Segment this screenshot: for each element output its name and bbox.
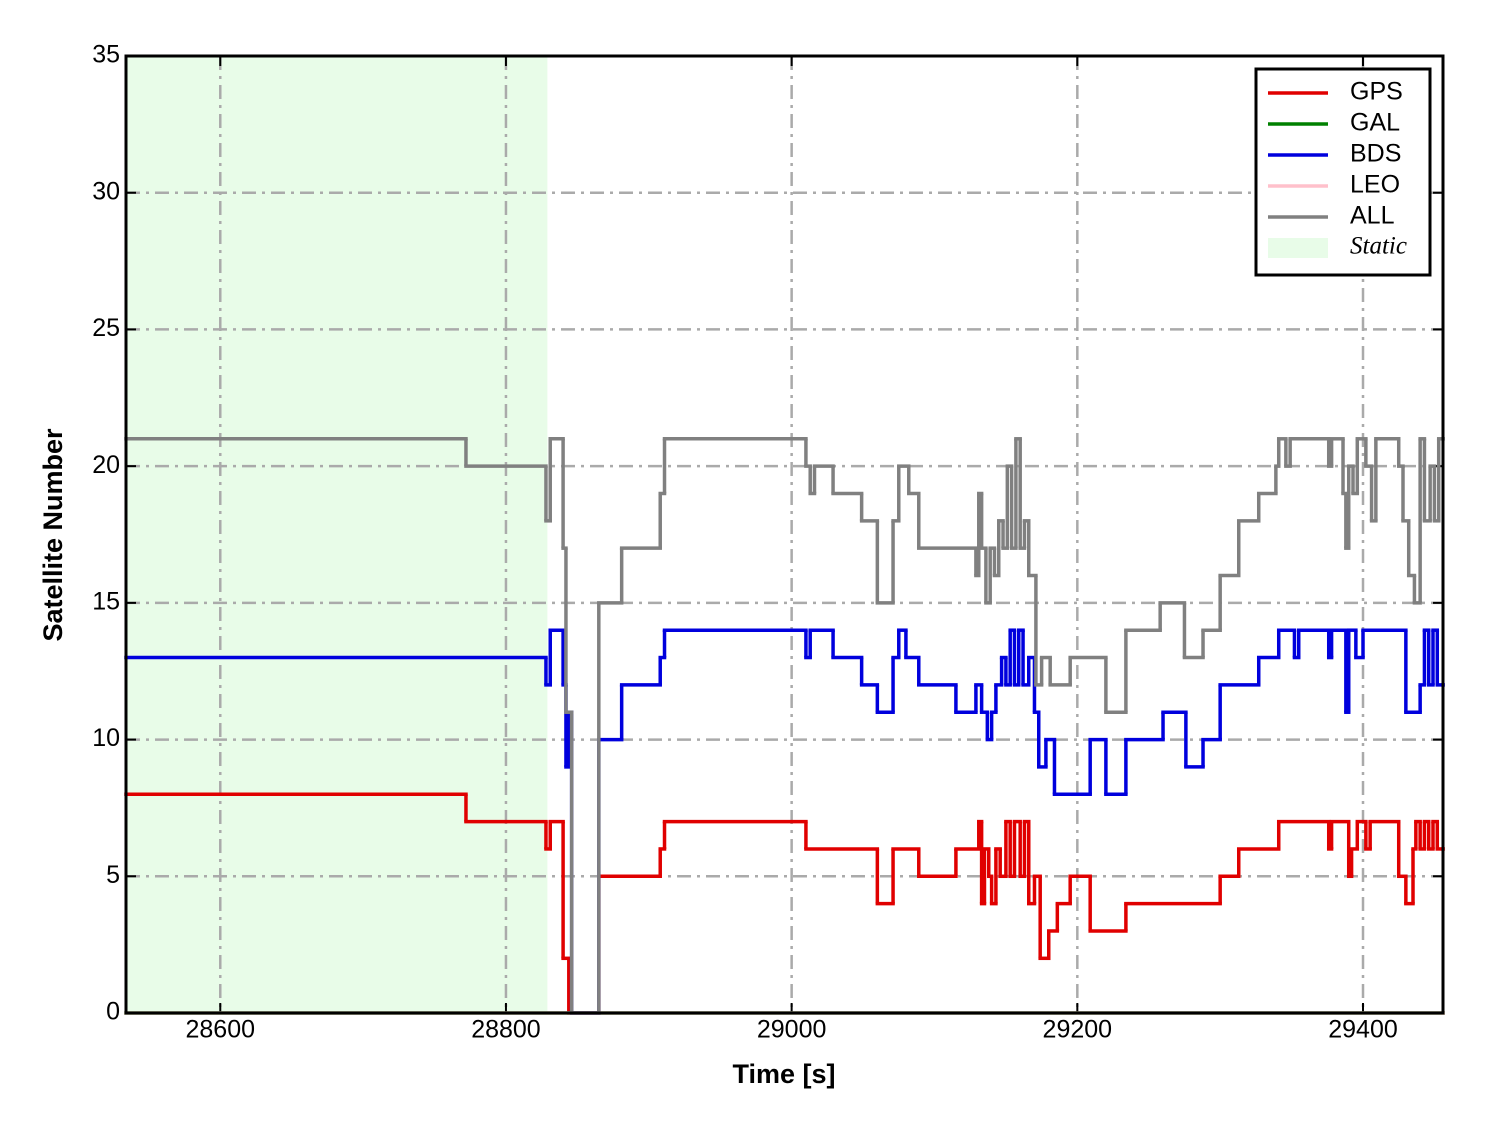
x-tick-label: 29000 — [757, 1016, 827, 1044]
y-tick-label: 30 — [92, 177, 120, 205]
legend-label: ALL — [1350, 202, 1395, 230]
legend-swatch — [1268, 238, 1328, 258]
y-tick-label: 10 — [92, 724, 120, 752]
series-line — [124, 437, 1445, 1015]
x-tick-label: 28800 — [471, 1016, 541, 1044]
y-tick-label: 0 — [106, 998, 120, 1026]
x-tick-label: 29400 — [1328, 1016, 1398, 1044]
legend-label: LEO — [1350, 171, 1400, 199]
plot-frame — [124, 54, 1445, 1015]
legend-label: GPS — [1350, 78, 1403, 106]
x-axis-title: Time [s] — [732, 1059, 835, 1089]
legend-label: BDS — [1350, 140, 1401, 168]
x-tick-label: 28600 — [186, 1016, 256, 1044]
static-region — [126, 56, 548, 1013]
x-tick-label: 29200 — [1043, 1016, 1113, 1044]
y-tick-label: 20 — [92, 451, 120, 479]
y-tick-label: 15 — [92, 587, 120, 615]
y-tick-label: 25 — [92, 314, 120, 342]
y-tick-label: 35 — [92, 41, 120, 69]
legend-label: Static — [1350, 233, 1407, 260]
legend-label: GAL — [1350, 109, 1400, 137]
y-tick-label: 5 — [106, 861, 120, 889]
y-axis-title: Satellite Number — [38, 428, 68, 642]
